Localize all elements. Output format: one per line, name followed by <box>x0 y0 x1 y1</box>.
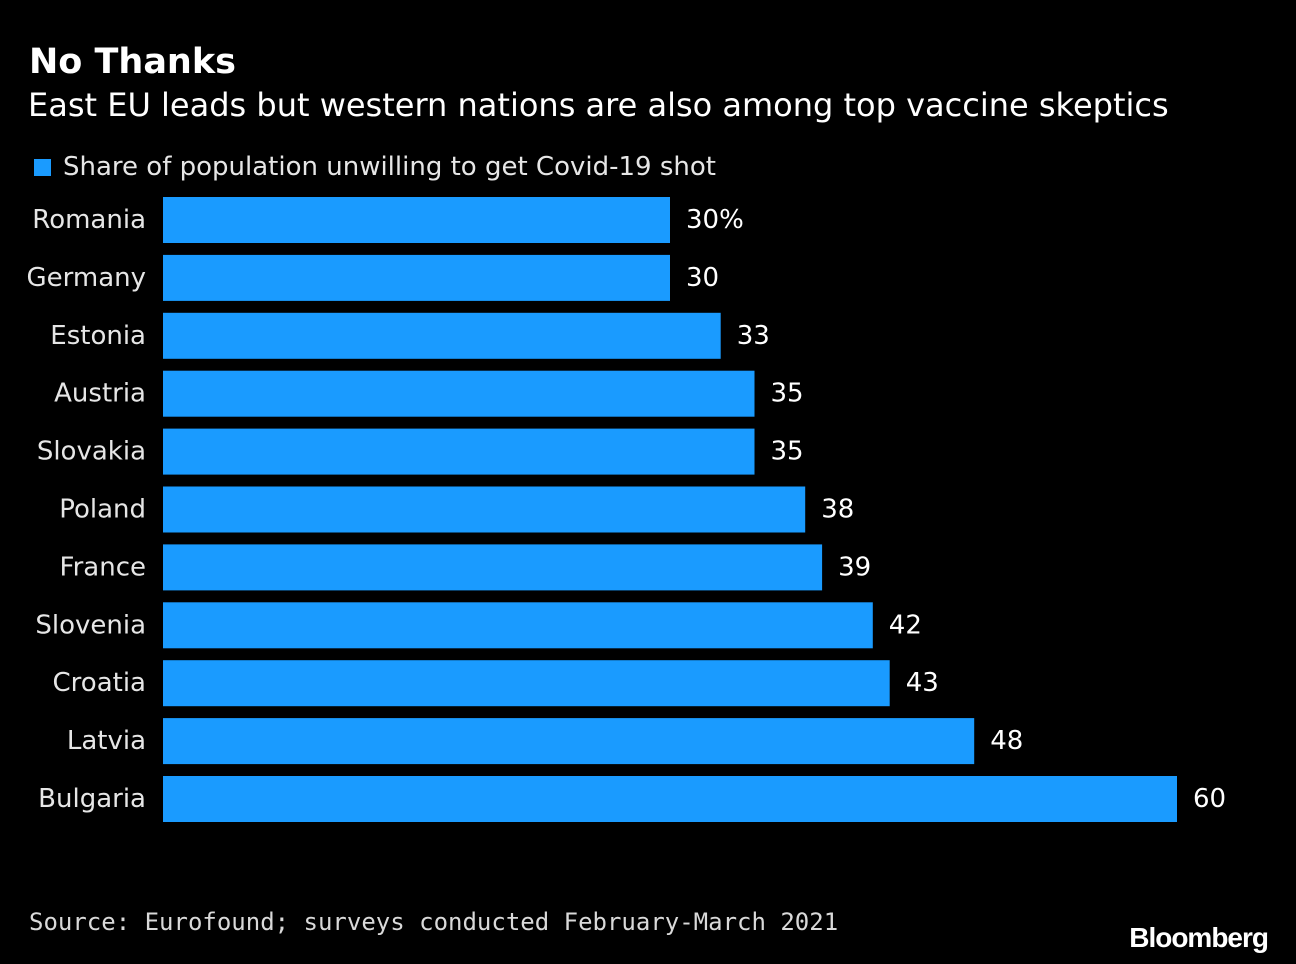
value-label-france: 39 <box>838 552 871 582</box>
value-label-romania: 30% <box>686 205 744 235</box>
bar-croatia <box>163 660 890 707</box>
legend: Share of population unwilling to get Cov… <box>34 150 716 184</box>
category-label-bulgaria: Bulgaria <box>38 784 146 814</box>
category-label-croatia: Croatia <box>53 668 146 698</box>
value-label-slovakia: 35 <box>771 437 804 467</box>
bar-slovakia <box>163 428 755 475</box>
chart-subtitle: East EU leads but western nations are al… <box>28 86 1169 124</box>
value-label-latvia: 48 <box>990 726 1023 756</box>
bar-estonia <box>163 312 721 359</box>
category-label-germany: Germany <box>26 263 146 293</box>
value-label-croatia: 43 <box>906 668 939 698</box>
value-label-estonia: 33 <box>737 321 770 351</box>
legend-label: Share of population unwilling to get Cov… <box>63 152 716 182</box>
source-note: Source: Eurofound; surveys conducted Feb… <box>29 908 839 936</box>
category-label-romania: Romania <box>32 205 146 235</box>
bar-austria <box>163 370 755 417</box>
value-label-bulgaria: 60 <box>1193 784 1226 814</box>
bar-bulgaria <box>163 776 1177 822</box>
category-label-slovenia: Slovenia <box>35 610 146 640</box>
bar-poland <box>163 486 806 533</box>
value-label-austria: 35 <box>771 379 804 409</box>
category-label-poland: Poland <box>59 495 146 525</box>
bar-slovenia <box>163 602 873 649</box>
category-label-france: France <box>60 552 146 582</box>
legend-swatch <box>34 158 51 176</box>
category-label-estonia: Estonia <box>50 321 146 351</box>
chart-title: No Thanks <box>29 42 236 82</box>
bar-latvia <box>163 718 975 765</box>
bar-france <box>163 544 823 591</box>
bloomberg-logo: Bloomberg <box>1129 922 1269 953</box>
category-label-latvia: Latvia <box>67 726 146 756</box>
value-label-slovenia: 42 <box>889 610 922 640</box>
category-label-austria: Austria <box>54 379 146 409</box>
value-label-poland: 38 <box>821 495 854 525</box>
bar-romania <box>163 197 670 243</box>
bar-germany <box>163 254 670 301</box>
category-label-slovakia: Slovakia <box>37 437 146 467</box>
value-label-germany: 30 <box>686 263 719 293</box>
